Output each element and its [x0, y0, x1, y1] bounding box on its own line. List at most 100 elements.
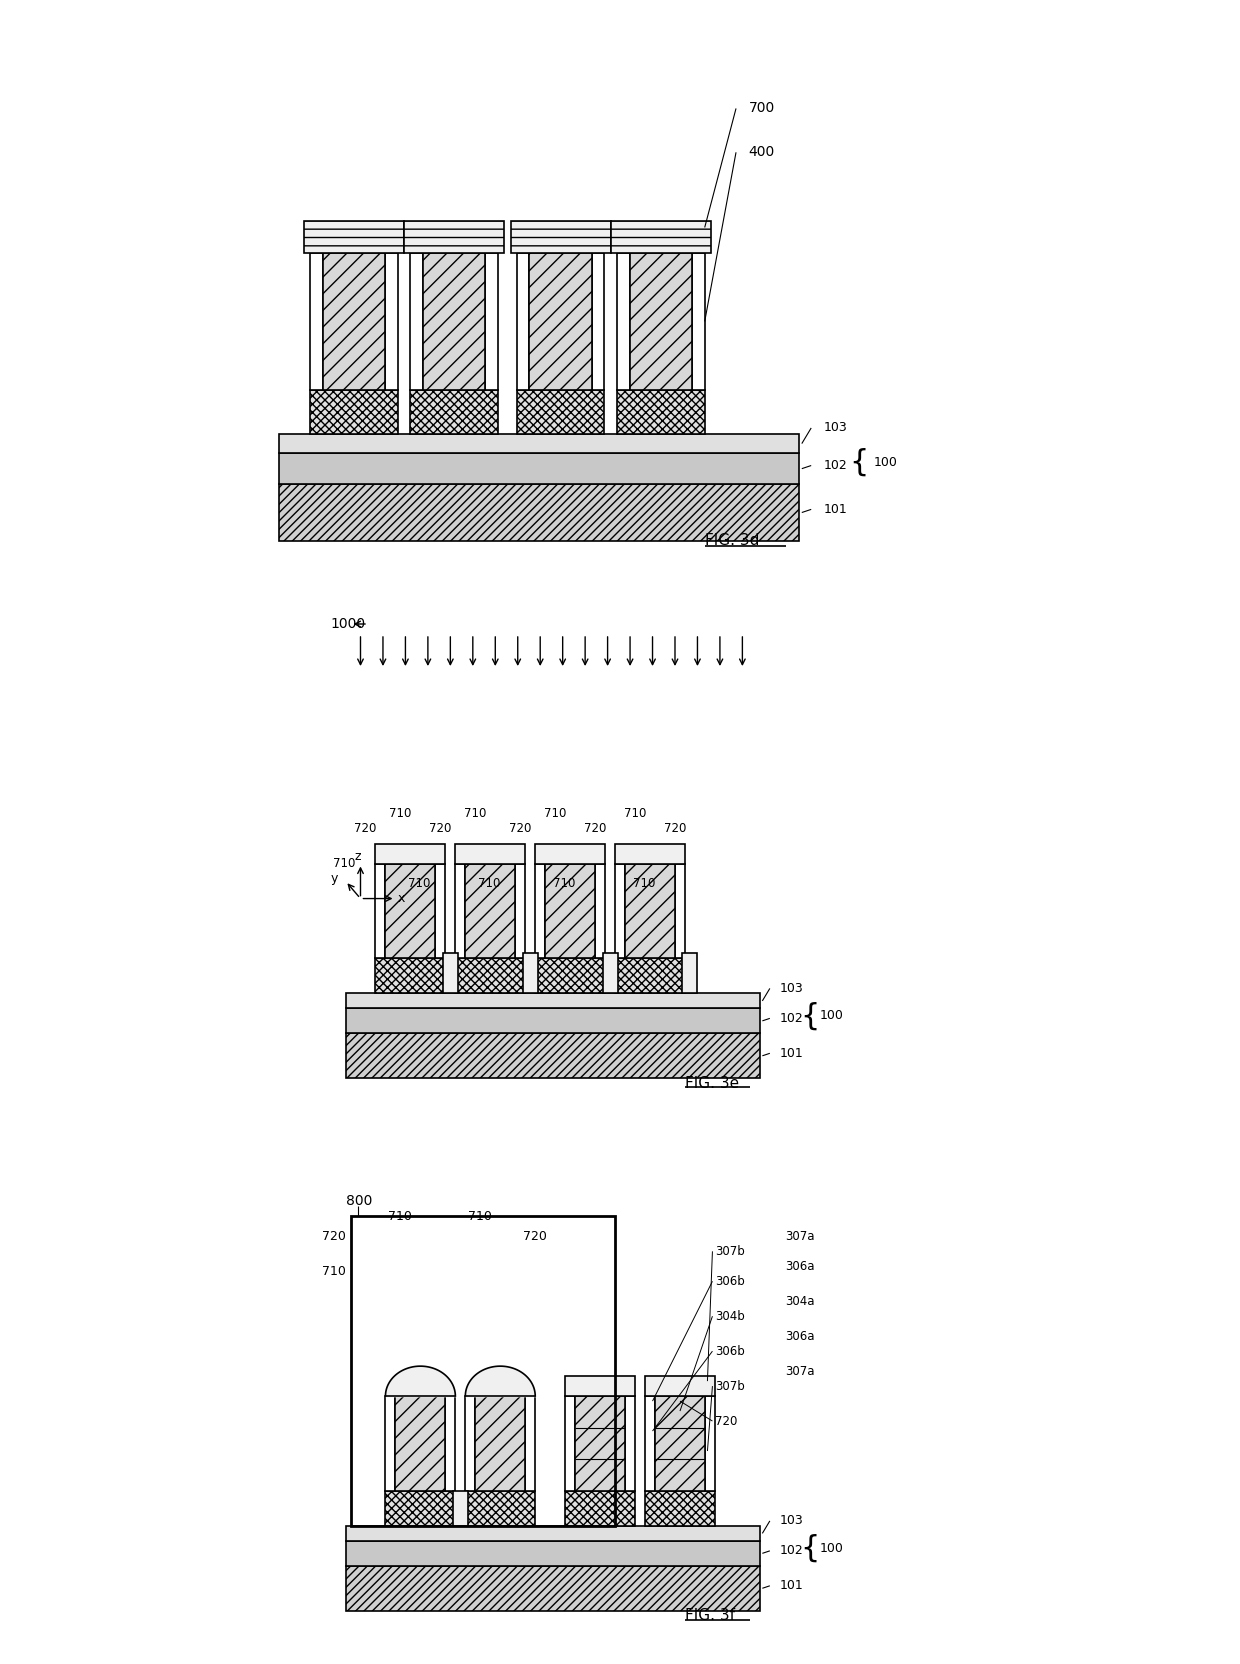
- Bar: [465, 864, 516, 958]
- Text: 720: 720: [715, 1414, 738, 1428]
- Bar: [615, 864, 625, 958]
- Bar: [645, 1491, 715, 1526]
- Bar: [322, 253, 386, 391]
- Bar: [565, 1376, 635, 1396]
- Text: 800: 800: [346, 1195, 372, 1208]
- Text: 100: 100: [874, 456, 898, 469]
- Text: 710: 710: [388, 1210, 413, 1223]
- Bar: [536, 844, 605, 864]
- Bar: [465, 1491, 536, 1526]
- Bar: [346, 1033, 760, 1078]
- Bar: [423, 253, 485, 391]
- Bar: [517, 391, 604, 434]
- Text: 103: 103: [780, 1514, 804, 1528]
- Bar: [386, 1491, 455, 1526]
- Text: 100: 100: [820, 1543, 843, 1554]
- Bar: [279, 484, 799, 541]
- Bar: [618, 253, 630, 391]
- Text: FIG. 3f: FIG. 3f: [684, 1607, 735, 1624]
- Text: 710: 710: [334, 857, 356, 870]
- Bar: [630, 253, 692, 391]
- Bar: [346, 1566, 760, 1611]
- Text: 102: 102: [823, 459, 847, 473]
- Text: 103: 103: [780, 982, 804, 995]
- Text: y: y: [331, 872, 339, 885]
- Text: 710: 710: [544, 807, 567, 820]
- Bar: [625, 1396, 635, 1491]
- Bar: [655, 1396, 706, 1491]
- Bar: [603, 953, 618, 993]
- Text: x: x: [398, 892, 405, 905]
- Bar: [692, 253, 704, 391]
- Bar: [376, 864, 386, 958]
- Text: 710: 710: [389, 807, 412, 820]
- Bar: [351, 1216, 615, 1526]
- Bar: [304, 221, 404, 253]
- Bar: [536, 958, 605, 993]
- Text: 700: 700: [749, 102, 775, 115]
- Bar: [485, 253, 498, 391]
- Bar: [475, 1396, 526, 1491]
- Bar: [615, 844, 684, 864]
- Bar: [455, 864, 465, 958]
- Bar: [675, 864, 684, 958]
- Text: 710: 710: [321, 1265, 346, 1278]
- Text: 100: 100: [820, 1010, 843, 1022]
- Bar: [386, 1396, 396, 1491]
- Text: 720: 720: [523, 1230, 547, 1243]
- Text: 101: 101: [780, 1047, 804, 1060]
- Bar: [346, 1008, 760, 1033]
- Bar: [517, 253, 529, 391]
- Bar: [376, 958, 445, 993]
- Bar: [645, 1396, 655, 1491]
- Text: 307a: 307a: [785, 1230, 815, 1243]
- Bar: [645, 1376, 715, 1396]
- Bar: [445, 1396, 455, 1491]
- Bar: [386, 253, 398, 391]
- Text: 400: 400: [749, 145, 775, 160]
- Bar: [575, 1396, 625, 1491]
- Text: 720: 720: [584, 822, 606, 835]
- Bar: [455, 844, 526, 864]
- Bar: [455, 958, 526, 993]
- Bar: [682, 953, 697, 993]
- Bar: [346, 993, 760, 1008]
- Bar: [465, 1396, 475, 1491]
- Bar: [346, 1541, 760, 1566]
- Text: 306a: 306a: [785, 1260, 815, 1273]
- Bar: [546, 864, 595, 958]
- Bar: [591, 253, 604, 391]
- Text: 101: 101: [823, 503, 847, 516]
- Bar: [453, 1491, 467, 1526]
- Text: 720: 720: [663, 822, 686, 835]
- Bar: [279, 434, 799, 453]
- Text: {: {: [800, 1002, 820, 1030]
- Bar: [529, 253, 591, 391]
- Text: 710: 710: [624, 807, 646, 820]
- Bar: [565, 1491, 635, 1526]
- Text: 710: 710: [477, 877, 500, 890]
- Bar: [435, 864, 445, 958]
- Text: 101: 101: [780, 1579, 804, 1592]
- Bar: [523, 953, 538, 993]
- Text: 103: 103: [823, 421, 847, 434]
- Text: 307b: 307b: [715, 1379, 745, 1393]
- Text: 1000: 1000: [331, 617, 366, 631]
- Bar: [618, 391, 704, 434]
- Bar: [536, 864, 546, 958]
- Text: 306a: 306a: [785, 1330, 815, 1343]
- Text: 710: 710: [469, 1210, 492, 1223]
- Text: 307b: 307b: [715, 1245, 745, 1258]
- Text: 710: 710: [632, 877, 655, 890]
- Text: 720: 720: [321, 1230, 346, 1243]
- Text: FIG. 3d: FIG. 3d: [704, 532, 759, 547]
- Text: 102: 102: [780, 1544, 804, 1558]
- Bar: [410, 253, 423, 391]
- Text: 102: 102: [780, 1012, 804, 1025]
- Bar: [526, 1396, 536, 1491]
- Bar: [595, 864, 605, 958]
- Bar: [396, 1396, 445, 1491]
- Text: 710: 710: [464, 807, 486, 820]
- Bar: [346, 1526, 760, 1541]
- Text: 306b: 306b: [715, 1345, 745, 1358]
